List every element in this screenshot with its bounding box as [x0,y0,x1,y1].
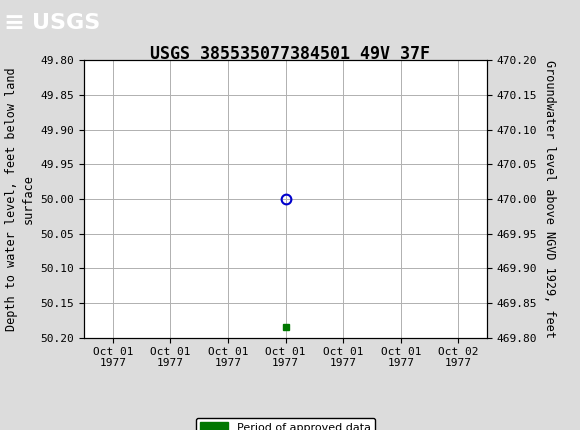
Text: USGS: USGS [32,12,100,33]
Y-axis label: Depth to water level, feet below land
surface: Depth to water level, feet below land su… [5,67,35,331]
Text: USGS 385535077384501 49V 37F: USGS 385535077384501 49V 37F [150,45,430,63]
Y-axis label: Groundwater level above NGVD 1929, feet: Groundwater level above NGVD 1929, feet [543,60,556,338]
Legend: Period of approved data: Period of approved data [196,418,375,430]
Text: ≡: ≡ [3,11,24,34]
